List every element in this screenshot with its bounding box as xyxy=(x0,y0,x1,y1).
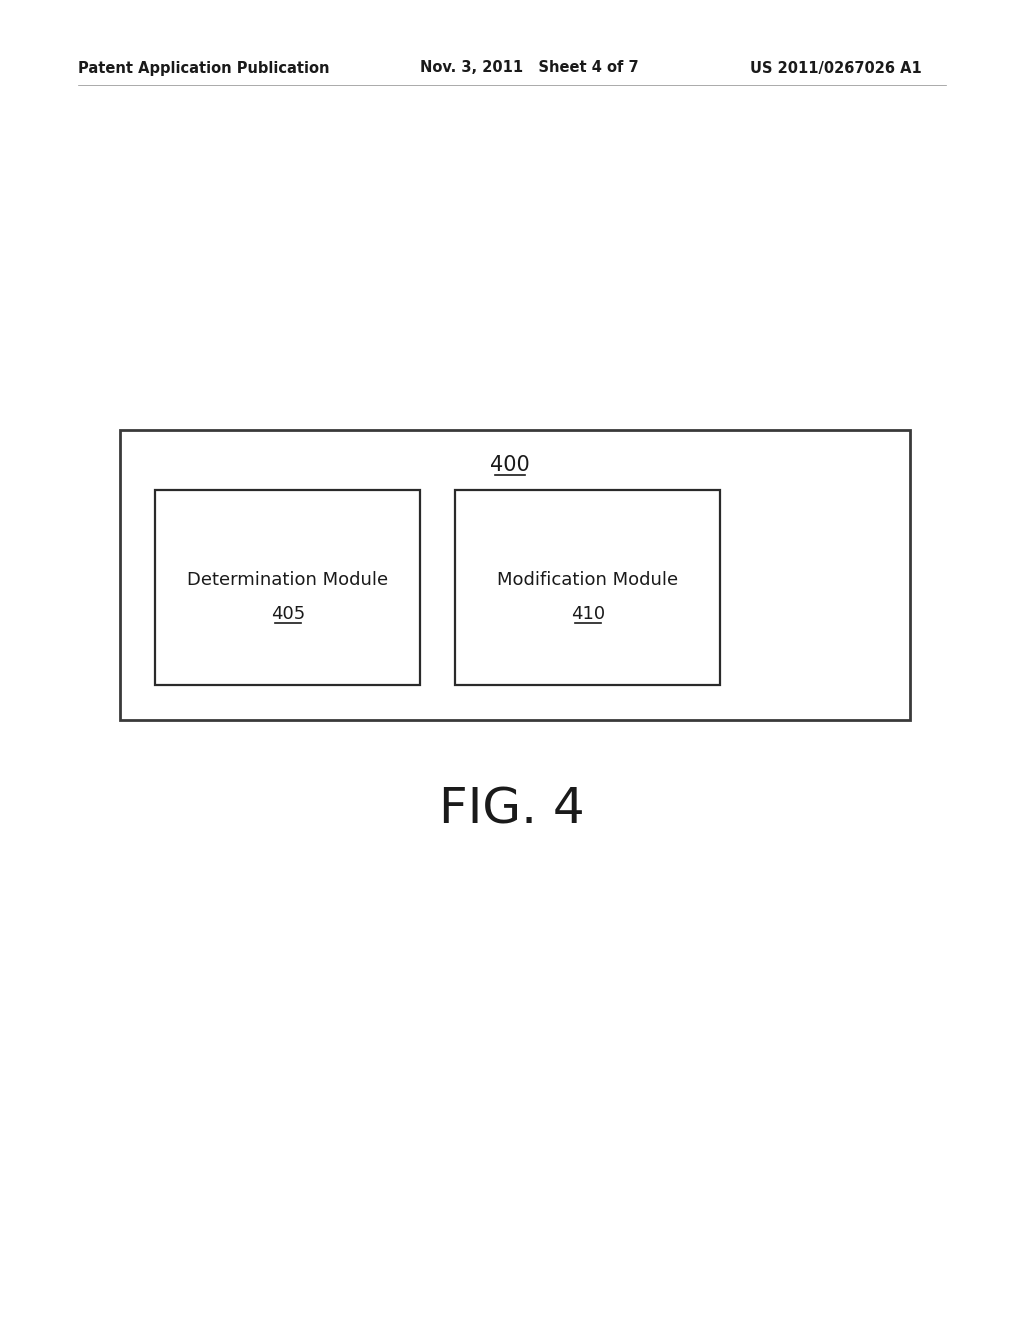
Text: 405: 405 xyxy=(271,605,305,623)
Text: Nov. 3, 2011   Sheet 4 of 7: Nov. 3, 2011 Sheet 4 of 7 xyxy=(420,61,639,75)
Text: 400: 400 xyxy=(490,455,529,475)
Text: Determination Module: Determination Module xyxy=(187,572,388,589)
Text: 410: 410 xyxy=(571,605,605,623)
Bar xyxy=(155,490,420,685)
Text: Patent Application Publication: Patent Application Publication xyxy=(78,61,330,75)
Text: US 2011/0267026 A1: US 2011/0267026 A1 xyxy=(750,61,922,75)
Text: Modification Module: Modification Module xyxy=(498,572,679,589)
Text: FIG. 4: FIG. 4 xyxy=(439,785,585,834)
Bar xyxy=(120,430,910,719)
Bar xyxy=(455,490,720,685)
